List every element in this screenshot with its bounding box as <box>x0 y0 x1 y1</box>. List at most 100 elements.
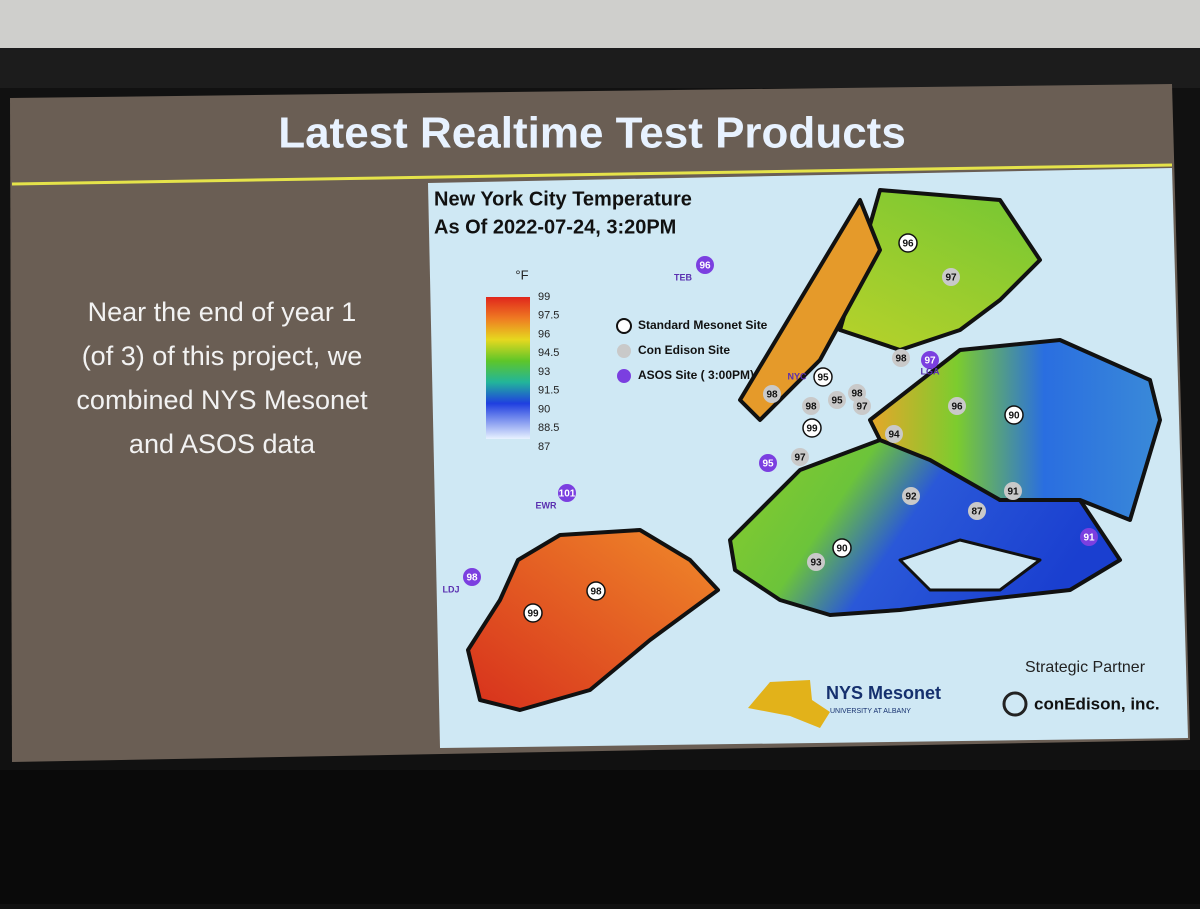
station-value: 101 <box>559 489 576 500</box>
station-value: 87 <box>971 507 983 518</box>
legend: Standard Mesonet Site Con Edison Site ASOS… <box>616 318 768 383</box>
station-code: LDJ <box>442 584 459 594</box>
station-value: 94 <box>888 430 900 441</box>
colorbar-tick-label: 88.5 <box>538 422 559 434</box>
colorbar-tick-label: 97.5 <box>538 310 559 322</box>
station-code: LGA <box>921 366 940 376</box>
legend-marker <box>617 344 631 358</box>
queens <box>868 338 1162 522</box>
manhattan <box>738 198 882 422</box>
colorbar-tick-label: 91.5 <box>538 385 559 397</box>
colorbar-tick-label: 90 <box>538 403 550 415</box>
jamaica-bay <box>898 538 1042 592</box>
station-marker <box>802 397 820 415</box>
bronx <box>838 188 1042 352</box>
floor <box>0 770 1200 904</box>
stations: 96TEB101EWR98LDJ97LGA959196979895NYC9898… <box>442 233 1098 623</box>
station-value: 98 <box>466 573 478 584</box>
station-marker <box>902 487 920 505</box>
title-rule <box>11 163 1173 186</box>
station-marker <box>898 233 918 253</box>
map-subtitle: As Of 2022-07-24, 3:20PM <box>434 216 676 238</box>
wall <box>0 0 1200 48</box>
station-value: 92 <box>905 492 917 503</box>
station-value: 97 <box>924 356 936 367</box>
station-marker <box>885 425 903 443</box>
station-marker <box>586 581 606 601</box>
station-value: 93 <box>810 558 822 569</box>
station-value: 98 <box>766 390 778 401</box>
station-code: TEB <box>674 272 693 282</box>
body-line: combined NYS Mesonet <box>76 385 368 415</box>
station-marker <box>696 256 714 274</box>
slide-body: Near the end of year 1 (of 3) of this pro… <box>76 297 368 459</box>
logo-text: NYS Mesonet <box>826 683 941 703</box>
station-marker <box>813 367 833 387</box>
colorbar-unit: °F <box>515 267 528 282</box>
partner-name: conEdison, inc. <box>1034 694 1160 713</box>
station-value: 91 <box>1083 533 1095 544</box>
station-marker <box>807 553 825 571</box>
partner-label: Strategic Partner <box>1025 659 1146 676</box>
station-value: 98 <box>590 587 602 598</box>
station-value: 98 <box>851 389 863 400</box>
station-value: 90 <box>1008 411 1020 422</box>
colorbar <box>486 297 530 439</box>
station-value: 95 <box>831 396 843 407</box>
station-marker <box>968 502 986 520</box>
station-marker <box>463 568 481 586</box>
ny-state-logo <box>748 680 830 728</box>
station-value: 99 <box>527 609 539 620</box>
staten-island <box>466 528 720 712</box>
legend-label: Standard Mesonet Site <box>638 318 768 332</box>
map-title: New York City Temperature <box>434 188 692 210</box>
station-value: 97 <box>856 402 868 413</box>
colorbar-tick-label: 93 <box>538 366 550 378</box>
slide-title: Latest Realtime Test Products <box>278 109 906 158</box>
legend-label: ASOS Site ( 3:00PM) <box>638 368 754 382</box>
legend-label: Con Edison Site <box>638 343 730 357</box>
logo-subtext: UNIVERSITY AT ALBANY <box>830 708 911 715</box>
body-line: (of 3) of this project, we <box>82 341 363 371</box>
legend-marker <box>617 369 631 383</box>
station-value: 91 <box>1007 487 1019 498</box>
station-marker <box>558 484 576 502</box>
land <box>466 188 1162 712</box>
body-line: and ASOS data <box>129 429 316 459</box>
station-marker <box>523 603 543 623</box>
body-line: Near the end of year 1 <box>88 297 357 327</box>
station-marker <box>1004 482 1022 500</box>
colorbar-tick-label: 94.5 <box>538 347 559 359</box>
station-marker <box>832 538 852 558</box>
station-marker <box>853 397 871 415</box>
station-value: 96 <box>951 402 963 413</box>
station-value: 95 <box>817 373 829 384</box>
station-marker <box>1080 528 1098 546</box>
colorbar-tick-label: 96 <box>538 328 550 340</box>
station-marker <box>828 391 846 409</box>
station-marker <box>763 385 781 403</box>
station-marker <box>759 454 777 472</box>
station-marker <box>942 268 960 286</box>
station-value: 98 <box>805 402 817 413</box>
station-marker <box>892 349 910 367</box>
station-marker <box>948 397 966 415</box>
station-value: 96 <box>902 239 914 250</box>
station-marker <box>1004 405 1024 425</box>
station-value: 98 <box>895 354 907 365</box>
station-value: 90 <box>836 544 848 555</box>
station-marker <box>791 448 809 466</box>
frame <box>0 48 1200 88</box>
conedison-icon <box>1002 691 1028 717</box>
legend-marker <box>616 318 632 334</box>
station-code: EWR <box>536 500 557 510</box>
station-value: 95 <box>762 459 774 470</box>
station-code: NYC <box>787 371 807 381</box>
colorbar-tick-label: 99 <box>538 291 550 303</box>
station-value: 96 <box>699 261 711 272</box>
station-value: 97 <box>794 453 806 464</box>
colorbar-tick-label: 87 <box>538 441 550 453</box>
station-marker <box>802 418 822 438</box>
